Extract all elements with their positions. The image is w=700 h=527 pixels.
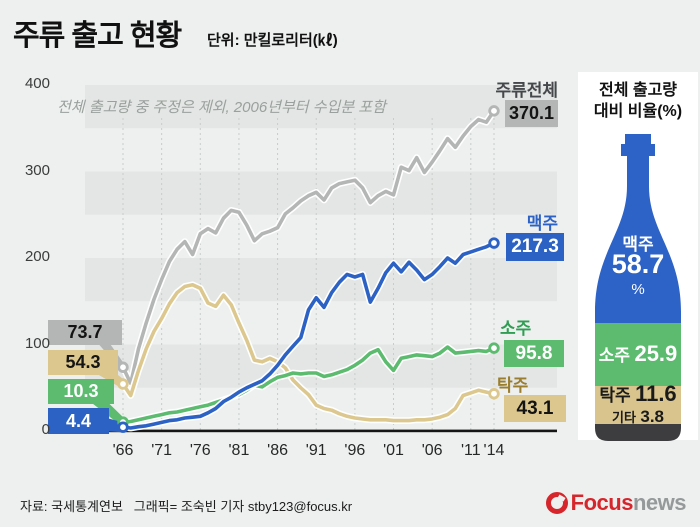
series-name-soju: 소주 [500,319,532,338]
series-name-takju: 탁주 [497,376,529,395]
end-value-beer: 217.3 [506,233,564,261]
end-value-takju: 43.1 [504,395,566,422]
focus-news-logo: Focus news [545,490,687,516]
start-value-soju: 10.3 [48,379,114,404]
x-axis-tick: '91 [305,442,327,459]
logo-news-text: news [632,490,687,515]
page-title: 주류 출고 현황 [13,20,182,52]
x-axis-tick: '81 [228,442,250,459]
graphic-credit-text: 그래픽= 조숙빈 기자 stby123@focus.kr [133,499,353,514]
series-name-total: 주류전체 [495,81,558,100]
chart-note: 전체 출고량 중 주정은 제외, 2006년부터 수입분 포함 [57,99,386,116]
bottle-label-etc: 기타 3.8 [578,407,698,427]
x-axis-tick: '01 [383,442,404,459]
bottle-value-beer: 58.7 [611,249,665,279]
y-axis-tick: 400 [24,75,50,92]
start-value-takju: 54.3 [48,350,118,375]
bottle-unit-percent: % [631,281,645,298]
series-name-beer: 맥주 [526,214,558,233]
end-value-total: 370.1 [505,100,558,127]
takju-value: 11.6 [635,381,677,406]
soju-value: 25.9 [634,341,678,366]
x-axis-tick: '06 [421,442,443,459]
soju-name: 소주 [598,346,630,365]
start-value-beer: 4.4 [48,408,109,434]
ratio-title-line2: 대비 비율(%) [593,103,683,120]
bottle-label-takju: 탁주 11.6 [578,381,698,407]
ratio-title-line1: 전체 출고량 [598,82,678,99]
x-axis-tick: '14 [483,442,505,459]
y-axis-tick: 0 [41,421,50,438]
source-text: 자료: 국세통계연보 [20,499,123,514]
credit-line: 자료: 국세통계연보 그래픽= 조숙빈 기자 stby123@focus.kr [20,496,352,515]
y-axis-tick: 300 [24,161,50,179]
x-axis-tick: '66 [112,442,134,459]
x-axis-tick: '96 [344,442,366,459]
ratio-panel-title: 전체 출고량 대비 비율(%) [578,80,698,122]
x-axis-tick: '11 [460,442,481,459]
end-value-soju: 95.8 [504,340,564,367]
x-axis-tick: '71 [151,442,173,459]
y-axis-tick: 100 [24,334,50,352]
x-axis-tick: '86 [267,442,288,459]
start-value-total: 73.7 [48,320,122,345]
takju-name: 탁주 [599,386,631,405]
focus-logo-icon [545,492,568,514]
unit-label: 단위: 만킬로리터(㎘) [207,32,338,49]
x-axis-tick: '76 [189,442,211,459]
etc-name: 기타 [611,410,636,425]
etc-value: 3.8 [640,407,664,426]
bottle-label-soju: 소주 25.9 [578,341,698,367]
y-axis-tick: 200 [24,248,50,265]
bottle-label-beer: 맥주 [622,235,654,254]
logo-focus-text: Focus [570,490,634,515]
